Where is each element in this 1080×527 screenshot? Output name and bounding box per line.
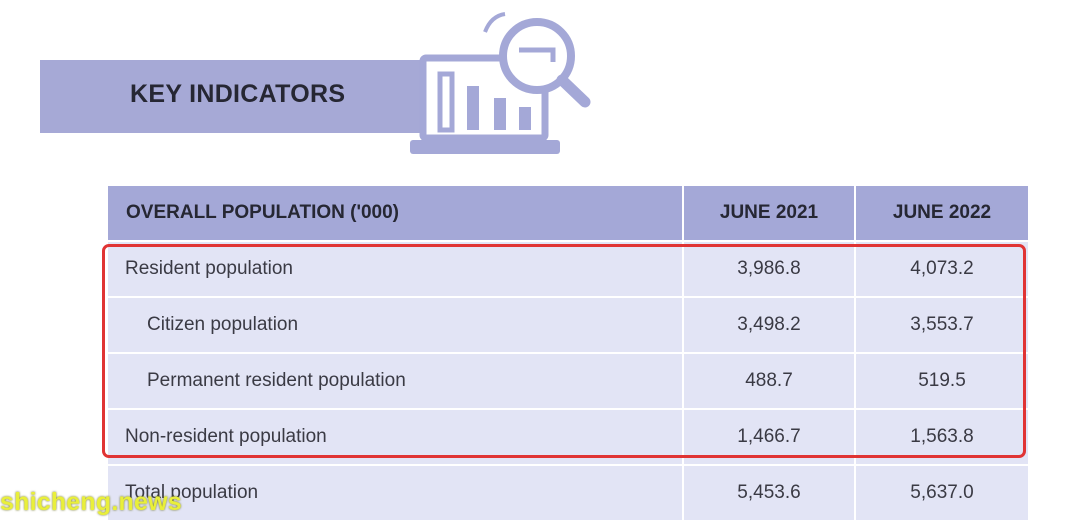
value-june-2022: 1,563.8 bbox=[856, 410, 1028, 464]
value-june-2021: 3,986.8 bbox=[684, 242, 854, 296]
table-row: Resident population 3,986.8 4,073.2 bbox=[108, 242, 1028, 296]
table-row: Non-resident population 1,466.7 1,563.8 bbox=[108, 410, 1028, 464]
row-label: Permanent resident population bbox=[108, 354, 682, 408]
table-total-row: Total population 5,453.6 5,637.0 bbox=[108, 466, 1028, 520]
value-june-2022: 4,073.2 bbox=[856, 242, 1028, 296]
key-indicators-banner bbox=[40, 60, 430, 133]
table-row: Permanent resident population 488.7 519.… bbox=[108, 354, 1028, 408]
value-june-2022: 3,553.7 bbox=[856, 298, 1028, 352]
header-june-2022: JUNE 2022 bbox=[856, 186, 1028, 240]
page-title: KEY INDICATORS bbox=[130, 80, 346, 108]
header-overall-population: OVERALL POPULATION ('000) bbox=[108, 186, 682, 240]
value-june-2021: 488.7 bbox=[684, 354, 854, 408]
row-label: Non-resident population bbox=[108, 410, 682, 464]
analytics-chart-magnifier-icon bbox=[405, 10, 600, 160]
table-row: Citizen population 3,498.2 3,553.7 bbox=[108, 298, 1028, 352]
table-header-row: OVERALL POPULATION ('000) JUNE 2021 JUNE… bbox=[108, 186, 1028, 240]
watermark-text: shicheng.news bbox=[0, 488, 182, 516]
value-june-2021: 5,453.6 bbox=[684, 466, 854, 520]
value-june-2022: 519.5 bbox=[856, 354, 1028, 408]
row-label: Total population bbox=[108, 466, 682, 520]
value-june-2022: 5,637.0 bbox=[856, 466, 1028, 520]
value-june-2021: 3,498.2 bbox=[684, 298, 854, 352]
population-table: OVERALL POPULATION ('000) JUNE 2021 JUNE… bbox=[108, 186, 1028, 522]
row-label: Citizen population bbox=[108, 298, 682, 352]
header-june-2021: JUNE 2021 bbox=[684, 186, 854, 240]
row-label: Resident population bbox=[108, 242, 682, 296]
value-june-2021: 1,466.7 bbox=[684, 410, 854, 464]
